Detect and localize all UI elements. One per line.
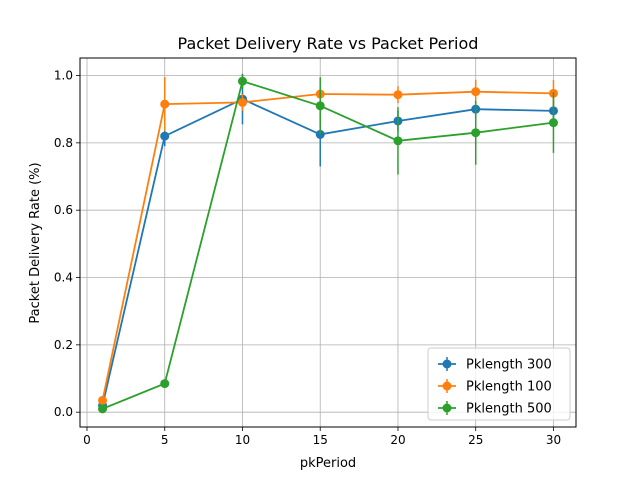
y-tick-label: 0.8 [54, 136, 73, 150]
data-point [160, 99, 170, 109]
legend-label: Pklength 100 [466, 380, 552, 395]
legend-label: Pklength 500 [466, 402, 552, 417]
x-tick-label: 0 [83, 433, 91, 447]
x-tick-label: 20 [390, 433, 405, 447]
ticks: 0 5 10 15 20 25 30 0.0 0.2 0.4 0.6 0.8 1.0 [54, 69, 561, 447]
y-tick-label: 0.0 [54, 405, 73, 419]
x-axis-label: pkPeriod [300, 456, 356, 471]
x-tick-label: 15 [313, 433, 328, 447]
x-tick-label: 10 [235, 433, 250, 447]
data-point [237, 76, 247, 86]
data-point [393, 90, 403, 100]
x-tick-label: 5 [161, 433, 169, 447]
x-tick-label: 25 [468, 433, 483, 447]
x-tick-label: 30 [546, 433, 561, 447]
legend-box [427, 347, 571, 421]
y-tick-label: 0.4 [54, 271, 73, 285]
chart-title: Packet Delivery Rate vs Packet Period [178, 34, 479, 53]
y-tick-label: 0.6 [54, 203, 73, 217]
legend: Pklength 300 Pklength 100 Pklength 500 [427, 347, 571, 421]
legend-marker [442, 381, 452, 391]
data-point [471, 128, 481, 138]
y-axis-label: Packet Delivery Rate (%) [28, 162, 43, 323]
data-point [471, 87, 481, 97]
data-point [160, 131, 170, 141]
series-2 [98, 74, 558, 414]
y-tick-label: 0.2 [54, 338, 73, 352]
data-point [160, 379, 170, 389]
plot-frame [79, 57, 577, 428]
data-point [393, 136, 403, 146]
data-point [315, 101, 325, 111]
data-point [98, 404, 108, 414]
legend-marker [442, 403, 452, 413]
data-point [237, 97, 247, 107]
series-layer [98, 73, 558, 414]
data-point [548, 118, 558, 128]
legend-label: Pklength 300 [466, 358, 552, 373]
y-tick-label: 1.0 [54, 69, 73, 83]
legend-marker [442, 359, 452, 369]
data-point [98, 395, 108, 405]
